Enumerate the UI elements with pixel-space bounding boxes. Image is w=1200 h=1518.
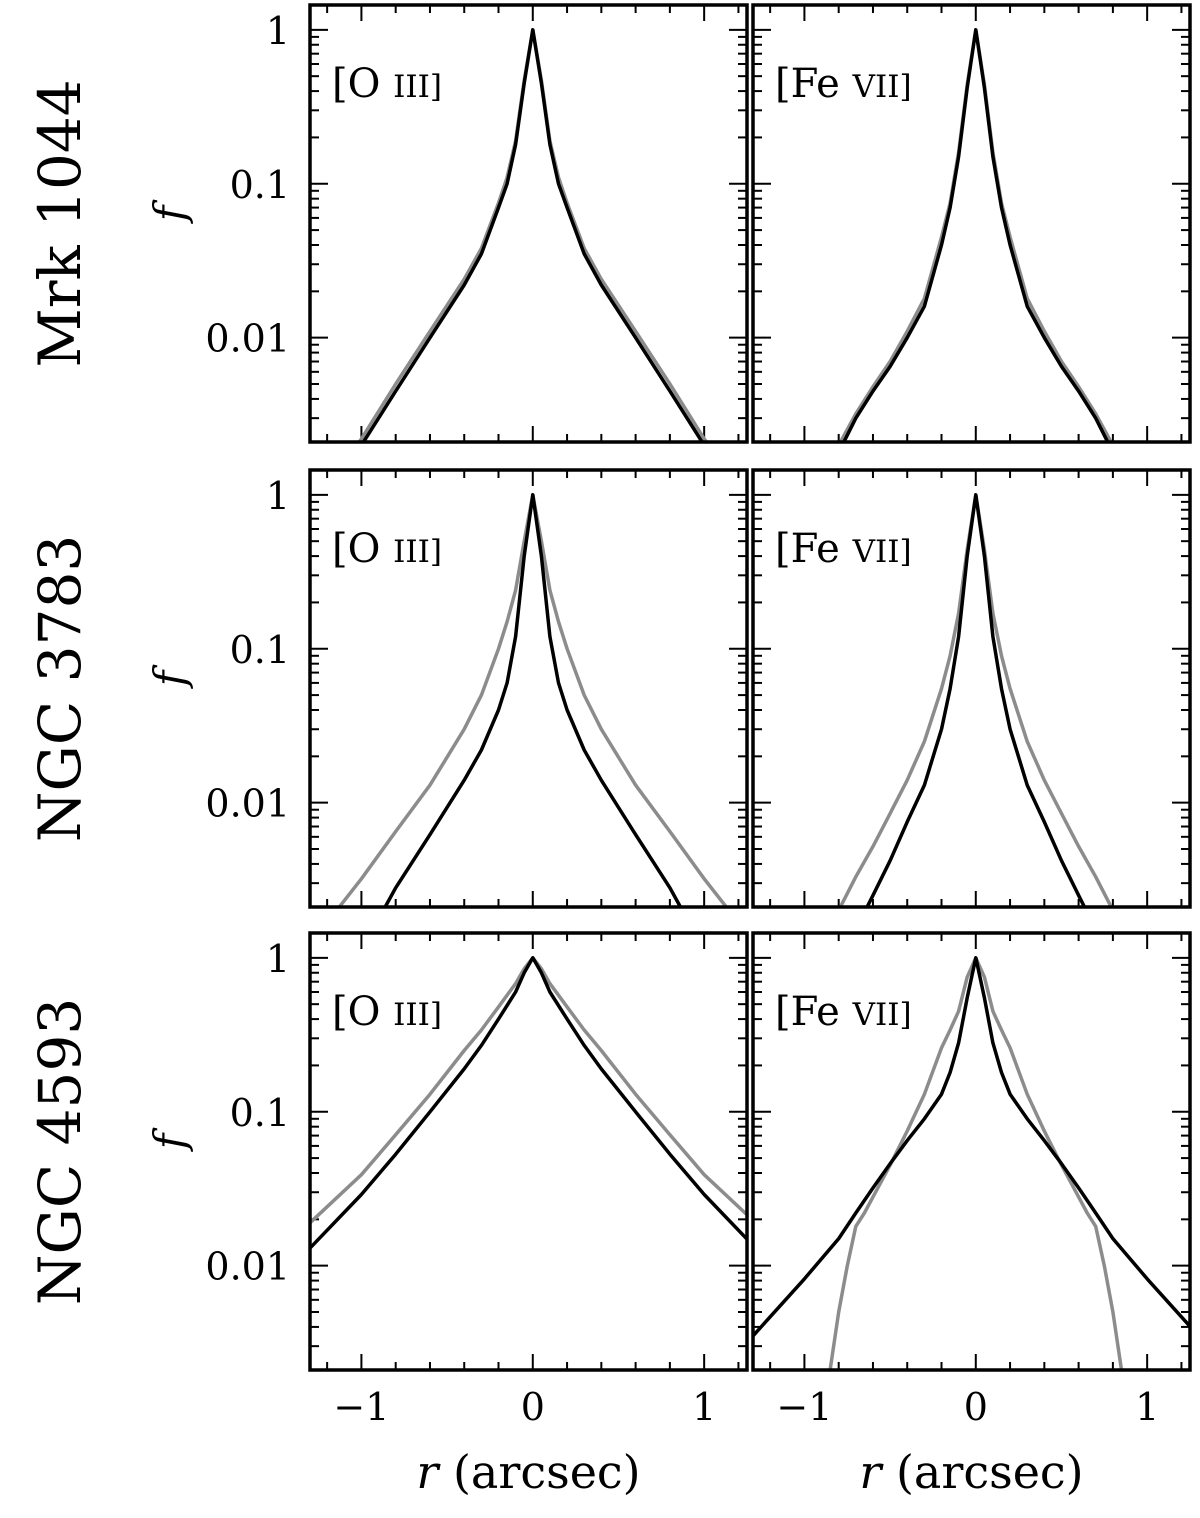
panel-frame	[751, 468, 1192, 909]
row-galaxy-label: NGC 4593	[26, 998, 94, 1306]
panel-frame	[751, 3, 1192, 444]
black-profile-line	[753, 956, 1190, 1338]
y-tick-label: 1	[266, 9, 290, 53]
row-galaxy-label: NGC 3783	[26, 535, 94, 843]
line-label: [O III]	[332, 61, 442, 107]
panel-2-0: [O III] 1 0.1 0.01 f NGC 4593 −1 0 1 r (arcsec)	[26, 931, 749, 1499]
y-axis-label: f	[145, 199, 194, 224]
panel-0-0: [O III] 1 0.1 0.01 f Mrk 1044	[26, 3, 749, 444]
line-label: [Fe VII]	[775, 526, 912, 572]
panel-frame	[751, 931, 1192, 1372]
panel-1-1: [Fe VII]	[751, 468, 1192, 909]
panel-frame	[308, 931, 749, 1372]
x-tick-label: 1	[1135, 1385, 1159, 1429]
black-profile-line	[841, 28, 1110, 442]
y-tick-label: 0.1	[230, 1091, 290, 1135]
x-axis-label: r (arcsec)	[859, 1445, 1083, 1499]
line-label: [O III]	[332, 989, 442, 1035]
black-profile-line	[865, 493, 1087, 907]
x-tick-label: −1	[333, 1385, 389, 1429]
black-profile-line	[310, 956, 747, 1250]
y-axis-label: f	[145, 664, 194, 689]
panels: [O III] 1 0.1 0.01 f Mrk 1044 [Fe VII] [O III] 1…	[26, 3, 1192, 1499]
panel-1-0: [O III] 1 0.1 0.01 f NGC 3783	[26, 468, 749, 909]
panel-2-1: [Fe VII] −1 0 1 r (arcsec)	[751, 931, 1192, 1499]
black-profile-line	[383, 493, 683, 907]
panel-frame	[308, 3, 749, 444]
x-tick-label: 1	[692, 1385, 716, 1429]
row-galaxy-label: Mrk 1044	[26, 79, 94, 367]
panel-frame	[308, 468, 749, 909]
y-tick-label: 0.01	[205, 1245, 290, 1289]
y-tick-label: 0.1	[230, 163, 290, 207]
y-tick-label: 0.01	[205, 782, 290, 826]
panel-0-1: [Fe VII]	[751, 3, 1192, 444]
y-tick-label: 0.1	[230, 628, 290, 672]
x-tick-label: 0	[964, 1385, 988, 1429]
y-tick-label: 1	[266, 937, 290, 981]
line-label: [Fe VII]	[775, 61, 912, 107]
y-tick-label: 1	[266, 474, 290, 518]
black-profile-line	[361, 28, 705, 442]
y-axis-label: f	[145, 1127, 194, 1152]
line-label: [Fe VII]	[775, 989, 912, 1035]
x-axis-label: r (arcsec)	[416, 1445, 640, 1499]
y-tick-label: 0.01	[205, 317, 290, 361]
x-tick-label: 0	[521, 1385, 545, 1429]
line-label: [O III]	[332, 526, 442, 572]
x-tick-label: −1	[776, 1385, 832, 1429]
